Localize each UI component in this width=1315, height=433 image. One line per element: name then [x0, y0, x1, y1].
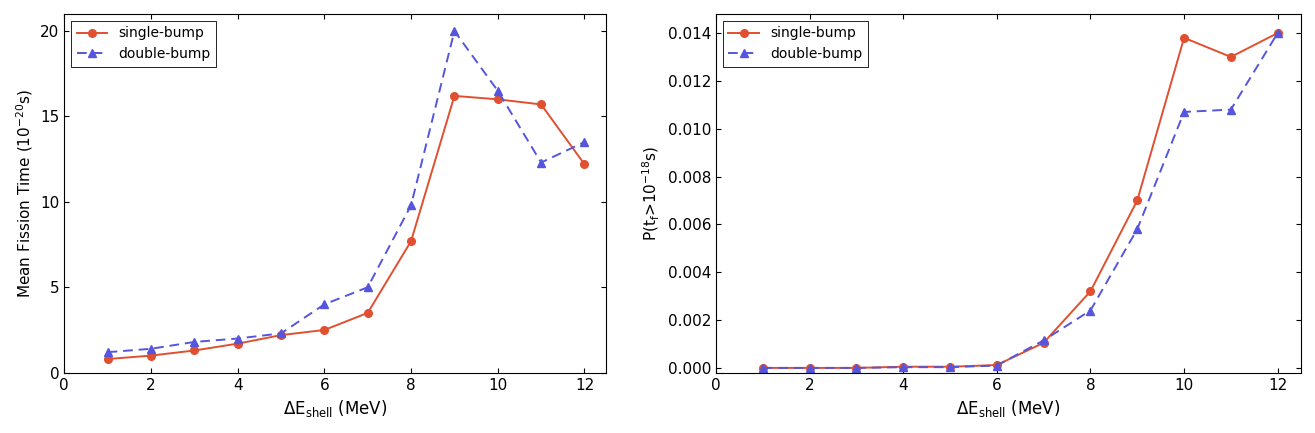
single-bump: [490, 97, 506, 102]
single-bump: [1130, 198, 1145, 203]
single-bump: [533, 102, 548, 107]
single-bump: [317, 327, 333, 333]
double-bump: [533, 160, 548, 165]
double-bump: [1082, 308, 1098, 313]
single-bump: [1082, 289, 1098, 294]
single-bump: [187, 348, 203, 353]
single-bump: [942, 364, 957, 369]
Line: double-bump: double-bump: [104, 27, 589, 356]
single-bump: [1036, 340, 1052, 346]
single-bump: [404, 239, 419, 244]
double-bump: [447, 29, 463, 34]
Legend: single-bump, double-bump: single-bump, double-bump: [723, 21, 868, 67]
double-bump: [1036, 338, 1052, 343]
single-bump: [755, 365, 771, 371]
single-bump: [143, 353, 159, 358]
double-bump: [989, 363, 1005, 368]
Y-axis label: Mean Fission Time (10$^{-20}$s): Mean Fission Time (10$^{-20}$s): [14, 89, 34, 298]
double-bump: [896, 365, 911, 370]
double-bump: [802, 365, 818, 371]
single-bump: [1176, 35, 1191, 40]
double-bump: [942, 365, 957, 370]
double-bump: [1223, 107, 1239, 112]
double-bump: [576, 139, 592, 145]
double-bump: [274, 331, 289, 336]
single-bump: [274, 333, 289, 338]
single-bump: [989, 362, 1005, 368]
double-bump: [360, 284, 376, 290]
X-axis label: ΔE$_\mathrm{shell}$ (MeV): ΔE$_\mathrm{shell}$ (MeV): [956, 398, 1061, 419]
single-bump: [447, 93, 463, 98]
single-bump: [230, 341, 246, 346]
double-bump: [490, 88, 506, 94]
single-bump: [802, 365, 818, 371]
single-bump: [1223, 55, 1239, 60]
double-bump: [230, 336, 246, 341]
single-bump: [576, 162, 592, 167]
Line: double-bump: double-bump: [759, 29, 1282, 372]
single-bump: [1270, 30, 1286, 36]
single-bump: [896, 364, 911, 369]
double-bump: [317, 302, 333, 307]
single-bump: [360, 310, 376, 316]
double-bump: [1176, 110, 1191, 115]
single-bump: [100, 356, 116, 362]
double-bump: [1270, 30, 1286, 36]
Legend: single-bump, double-bump: single-bump, double-bump: [71, 21, 216, 67]
double-bump: [100, 349, 116, 355]
double-bump: [143, 346, 159, 351]
double-bump: [187, 339, 203, 345]
double-bump: [1130, 226, 1145, 232]
double-bump: [755, 365, 771, 371]
double-bump: [404, 203, 419, 208]
Y-axis label: P(t$_\mathrm{f}$>10$^{-18}$s): P(t$_\mathrm{f}$>10$^{-18}$s): [640, 145, 661, 241]
Line: single-bump: single-bump: [104, 92, 588, 363]
double-bump: [848, 365, 864, 371]
Line: single-bump: single-bump: [759, 29, 1282, 372]
single-bump: [848, 365, 864, 371]
X-axis label: ΔE$_\mathrm{shell}$ (MeV): ΔE$_\mathrm{shell}$ (MeV): [283, 398, 388, 419]
